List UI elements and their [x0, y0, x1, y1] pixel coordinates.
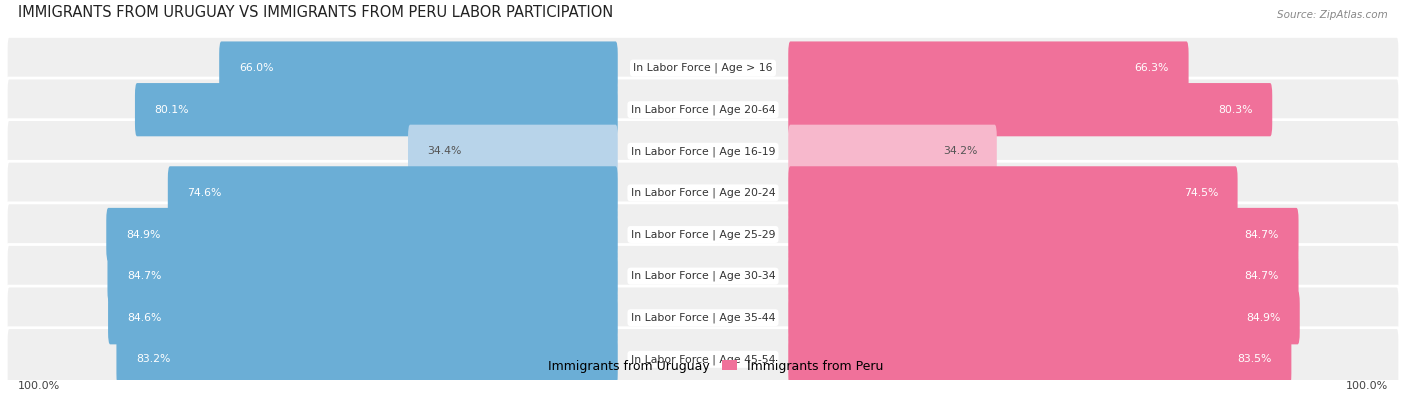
Text: 100.0%: 100.0%	[1346, 381, 1388, 391]
FancyBboxPatch shape	[408, 125, 617, 178]
Text: In Labor Force | Age 30-34: In Labor Force | Age 30-34	[631, 271, 775, 281]
Text: 84.7%: 84.7%	[127, 271, 162, 281]
FancyBboxPatch shape	[135, 83, 617, 136]
FancyBboxPatch shape	[6, 78, 1400, 141]
FancyBboxPatch shape	[789, 333, 1291, 386]
Text: 66.3%: 66.3%	[1135, 63, 1168, 73]
Text: 100.0%: 100.0%	[18, 381, 60, 391]
Text: In Labor Force | Age 16-19: In Labor Force | Age 16-19	[631, 146, 775, 156]
Text: 66.0%: 66.0%	[239, 63, 273, 73]
Text: In Labor Force | Age 35-44: In Labor Force | Age 35-44	[631, 312, 775, 323]
Text: 84.7%: 84.7%	[1244, 229, 1279, 239]
FancyBboxPatch shape	[789, 291, 1299, 344]
Text: 83.2%: 83.2%	[136, 354, 170, 364]
Text: 84.9%: 84.9%	[1246, 313, 1279, 323]
Text: In Labor Force | Age > 16: In Labor Force | Age > 16	[633, 63, 773, 73]
FancyBboxPatch shape	[117, 333, 617, 386]
FancyBboxPatch shape	[789, 208, 1299, 261]
FancyBboxPatch shape	[6, 286, 1400, 349]
Text: 34.2%: 34.2%	[943, 146, 977, 156]
Text: 84.9%: 84.9%	[127, 229, 160, 239]
Legend: Immigrants from Uruguay, Immigrants from Peru: Immigrants from Uruguay, Immigrants from…	[517, 355, 889, 378]
Text: IMMIGRANTS FROM URUGUAY VS IMMIGRANTS FROM PERU LABOR PARTICIPATION: IMMIGRANTS FROM URUGUAY VS IMMIGRANTS FR…	[18, 5, 613, 20]
FancyBboxPatch shape	[6, 245, 1400, 308]
FancyBboxPatch shape	[6, 120, 1400, 183]
Text: In Labor Force | Age 25-29: In Labor Force | Age 25-29	[631, 229, 775, 240]
FancyBboxPatch shape	[6, 328, 1400, 391]
Text: 74.5%: 74.5%	[1184, 188, 1218, 198]
FancyBboxPatch shape	[789, 125, 997, 178]
FancyBboxPatch shape	[108, 291, 617, 344]
Text: 83.5%: 83.5%	[1237, 354, 1272, 364]
Text: In Labor Force | Age 45-54: In Labor Force | Age 45-54	[631, 354, 775, 365]
FancyBboxPatch shape	[789, 166, 1237, 220]
Text: 34.4%: 34.4%	[427, 146, 463, 156]
Text: 74.6%: 74.6%	[187, 188, 222, 198]
FancyBboxPatch shape	[789, 250, 1299, 303]
Text: In Labor Force | Age 20-64: In Labor Force | Age 20-64	[631, 104, 775, 115]
FancyBboxPatch shape	[107, 208, 617, 261]
FancyBboxPatch shape	[6, 161, 1400, 224]
FancyBboxPatch shape	[6, 36, 1400, 100]
FancyBboxPatch shape	[789, 41, 1188, 95]
FancyBboxPatch shape	[107, 250, 617, 303]
Text: 80.1%: 80.1%	[155, 105, 188, 115]
FancyBboxPatch shape	[167, 166, 617, 220]
FancyBboxPatch shape	[789, 83, 1272, 136]
FancyBboxPatch shape	[6, 203, 1400, 266]
Text: 84.7%: 84.7%	[1244, 271, 1279, 281]
Text: In Labor Force | Age 20-24: In Labor Force | Age 20-24	[631, 188, 775, 198]
Text: 80.3%: 80.3%	[1218, 105, 1253, 115]
Text: 84.6%: 84.6%	[128, 313, 162, 323]
Text: Source: ZipAtlas.com: Source: ZipAtlas.com	[1277, 10, 1388, 20]
FancyBboxPatch shape	[219, 41, 617, 95]
